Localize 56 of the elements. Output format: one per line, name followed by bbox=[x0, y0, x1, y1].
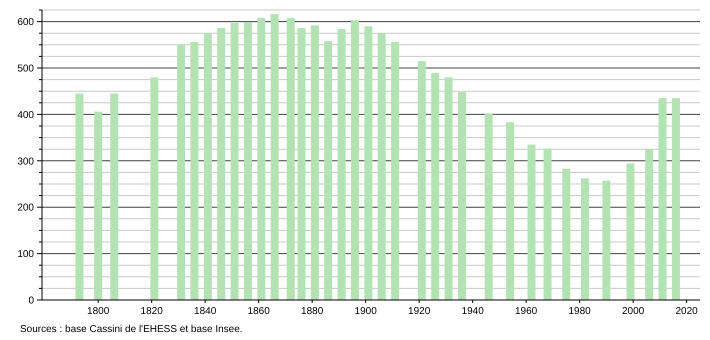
bar bbox=[338, 29, 346, 300]
bar bbox=[364, 26, 372, 300]
bar bbox=[431, 73, 440, 300]
bar bbox=[297, 28, 306, 300]
x-tick-label: 2020 bbox=[676, 306, 698, 317]
y-tick-label: 300 bbox=[17, 156, 34, 168]
x-tick-label: 1800 bbox=[87, 306, 110, 317]
y-tick-label: 400 bbox=[17, 110, 34, 121]
bar bbox=[602, 180, 610, 300]
bar bbox=[378, 33, 386, 300]
y-tick-label: 200 bbox=[17, 202, 34, 214]
x-tick-label: 1840 bbox=[194, 306, 217, 317]
bar bbox=[484, 113, 493, 300]
bar bbox=[190, 42, 198, 300]
bar bbox=[580, 178, 589, 300]
x-tick-label: 1900 bbox=[354, 306, 378, 317]
bar bbox=[150, 77, 158, 300]
bar bbox=[562, 168, 570, 300]
bar bbox=[672, 98, 680, 300]
bar bbox=[257, 18, 266, 300]
bar bbox=[310, 25, 319, 300]
source-note: Sources : base Cassini de l'EHESS et base Insee. bbox=[20, 324, 243, 335]
bar bbox=[658, 98, 667, 300]
bar bbox=[177, 44, 186, 300]
x-tick-label: 1960 bbox=[515, 306, 538, 317]
x-tick-label: 1860 bbox=[248, 306, 270, 317]
x-tick-label: 2000 bbox=[622, 306, 645, 317]
bar bbox=[217, 28, 226, 300]
bar bbox=[458, 92, 466, 300]
bar bbox=[324, 41, 332, 300]
bar bbox=[527, 144, 536, 300]
y-tick-label: 100 bbox=[17, 249, 34, 260]
x-tick-label: 1980 bbox=[568, 306, 592, 317]
bar bbox=[506, 122, 514, 300]
bar bbox=[418, 61, 426, 300]
bar bbox=[626, 164, 634, 300]
x-tick-label: 1880 bbox=[301, 306, 324, 317]
bar bbox=[645, 150, 654, 300]
bar bbox=[350, 20, 359, 300]
y-tick-label: 600 bbox=[17, 17, 34, 28]
bar bbox=[110, 94, 118, 300]
bar bbox=[444, 77, 453, 300]
bar bbox=[270, 14, 279, 300]
bar bbox=[75, 94, 84, 300]
bar bbox=[244, 22, 252, 300]
y-tick-label: 500 bbox=[17, 64, 34, 74]
y-tick-label: 0 bbox=[28, 296, 34, 306]
bar bbox=[94, 112, 102, 300]
x-tick-label: 1940 bbox=[462, 306, 484, 317]
bar bbox=[391, 42, 400, 300]
x-tick-label: 1920 bbox=[408, 306, 431, 317]
bar bbox=[286, 18, 295, 300]
x-tick-label: 1820 bbox=[140, 306, 164, 317]
bar bbox=[204, 33, 212, 300]
bar bbox=[230, 22, 239, 300]
bar bbox=[544, 148, 552, 300]
